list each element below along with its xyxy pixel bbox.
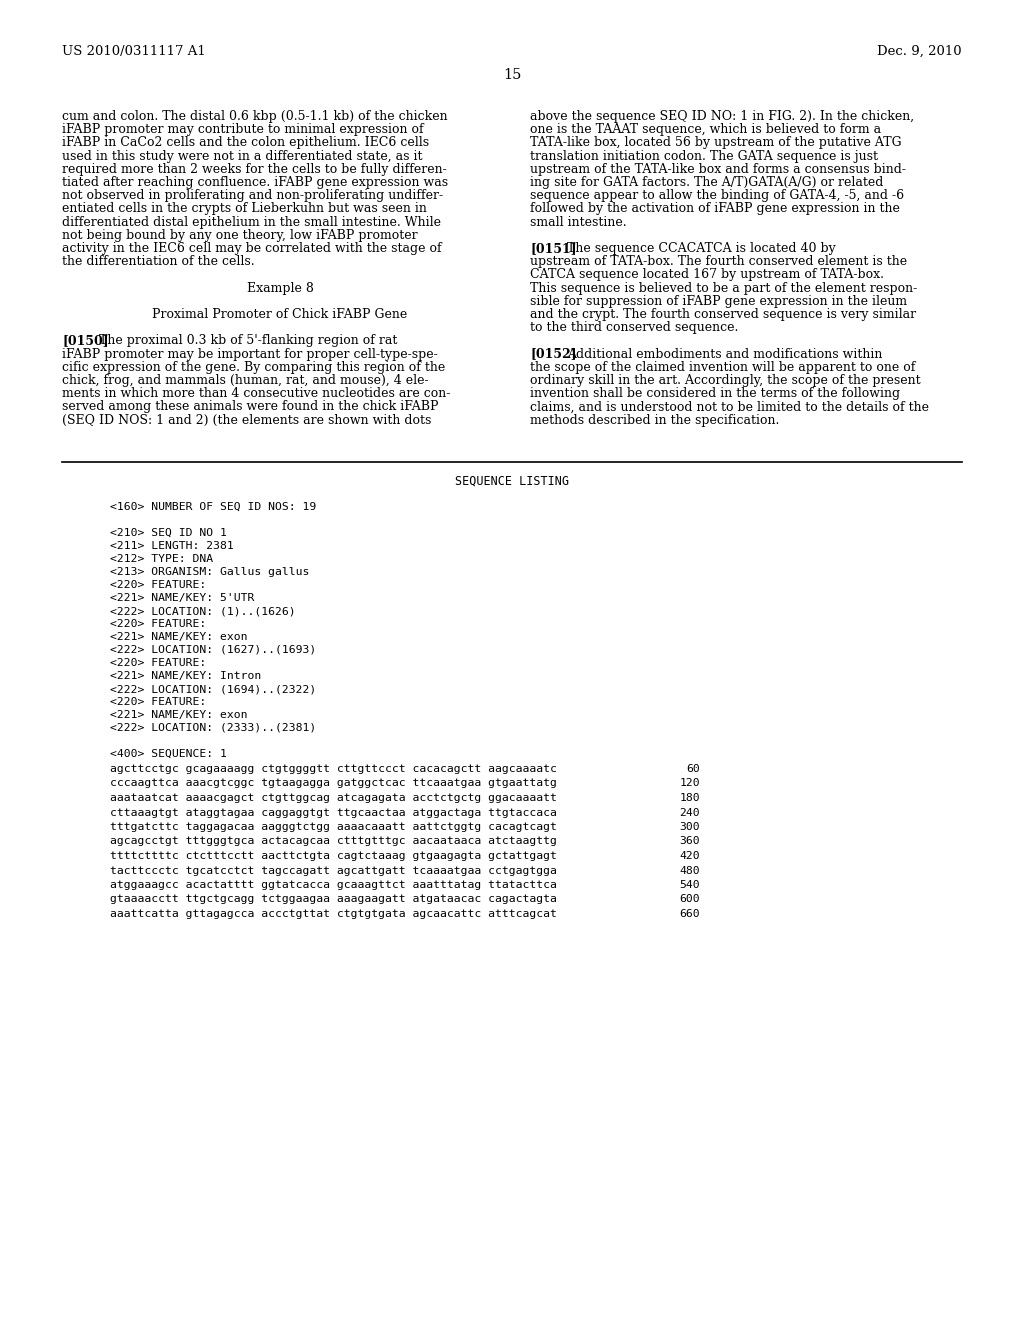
- Text: <220> FEATURE:: <220> FEATURE:: [110, 657, 206, 668]
- Text: ments in which more than 4 consecutive nucleotides are con-: ments in which more than 4 consecutive n…: [62, 387, 451, 400]
- Text: <400> SEQUENCE: 1: <400> SEQUENCE: 1: [110, 748, 227, 759]
- Text: Dec. 9, 2010: Dec. 9, 2010: [878, 45, 962, 58]
- Text: methods described in the specification.: methods described in the specification.: [530, 413, 779, 426]
- Text: the differentiation of the cells.: the differentiation of the cells.: [62, 255, 255, 268]
- Text: SEQUENCE LISTING: SEQUENCE LISTING: [455, 475, 569, 488]
- Text: 480: 480: [679, 866, 700, 875]
- Text: differentiated distal epithelium in the small intestine. While: differentiated distal epithelium in the …: [62, 215, 441, 228]
- Text: <222> LOCATION: (1)..(1626): <222> LOCATION: (1)..(1626): [110, 606, 296, 616]
- Text: ttttcttttc ctctttcctt aacttctgta cagtctaaag gtgaagagta gctattgagt: ttttcttttc ctctttcctt aacttctgta cagtcta…: [110, 851, 557, 861]
- Text: activity in the IEC6 cell may be correlated with the stage of: activity in the IEC6 cell may be correla…: [62, 242, 441, 255]
- Text: 420: 420: [679, 851, 700, 861]
- Text: Proximal Promoter of Chick iFABP Gene: Proximal Promoter of Chick iFABP Gene: [153, 308, 408, 321]
- Text: one is the TAAAT sequence, which is believed to form a: one is the TAAAT sequence, which is beli…: [530, 123, 881, 136]
- Text: translation initiation codon. The GATA sequence is just: translation initiation codon. The GATA s…: [530, 149, 878, 162]
- Text: invention shall be considered in the terms of the following: invention shall be considered in the ter…: [530, 387, 900, 400]
- Text: This sequence is believed to be a part of the element respon-: This sequence is believed to be a part o…: [530, 281, 918, 294]
- Text: [0151]: [0151]: [530, 242, 577, 255]
- Text: <222> LOCATION: (2333)..(2381): <222> LOCATION: (2333)..(2381): [110, 723, 316, 733]
- Text: followed by the activation of iFABP gene expression in the: followed by the activation of iFABP gene…: [530, 202, 900, 215]
- Text: 540: 540: [679, 880, 700, 890]
- Text: iFABP promoter may contribute to minimal expression of: iFABP promoter may contribute to minimal…: [62, 123, 424, 136]
- Text: cccaagttca aaacgtcggc tgtaagagga gatggctcac ttcaaatgaa gtgaattatg: cccaagttca aaacgtcggc tgtaagagga gatggct…: [110, 779, 557, 788]
- Text: 120: 120: [679, 779, 700, 788]
- Text: above the sequence SEQ ID NO: 1 in FIG. 2). In the chicken,: above the sequence SEQ ID NO: 1 in FIG. …: [530, 110, 914, 123]
- Text: sible for suppression of iFABP gene expression in the ileum: sible for suppression of iFABP gene expr…: [530, 294, 907, 308]
- Text: 600: 600: [679, 895, 700, 904]
- Text: the scope of the claimed invention will be apparent to one of: the scope of the claimed invention will …: [530, 360, 915, 374]
- Text: iFABP in CaCo2 cells and the colon epithelium. IEC6 cells: iFABP in CaCo2 cells and the colon epith…: [62, 136, 429, 149]
- Text: aaataatcat aaaacgagct ctgttggcag atcagagata acctctgctg ggacaaaatt: aaataatcat aaaacgagct ctgttggcag atcagag…: [110, 793, 557, 803]
- Text: tacttccctc tgcatcctct tagccagatt agcattgatt tcaaaatgaa cctgagtgga: tacttccctc tgcatcctct tagccagatt agcattg…: [110, 866, 557, 875]
- Text: atggaaagcc acactatttt ggtatcacca gcaaagttct aaatttatag ttatacttca: atggaaagcc acactatttt ggtatcacca gcaaagt…: [110, 880, 557, 890]
- Text: 240: 240: [679, 808, 700, 817]
- Text: not observed in proliferating and non-proliferating undiffer-: not observed in proliferating and non-pr…: [62, 189, 443, 202]
- Text: small intestine.: small intestine.: [530, 215, 627, 228]
- Text: <221> NAME/KEY: Intron: <221> NAME/KEY: Intron: [110, 671, 261, 681]
- Text: aaattcatta gttagagcca accctgttat ctgtgtgata agcaacattc atttcagcat: aaattcatta gttagagcca accctgttat ctgtgtg…: [110, 909, 557, 919]
- Text: required more than 2 weeks for the cells to be fully differen-: required more than 2 weeks for the cells…: [62, 162, 446, 176]
- Text: chick, frog, and mammals (human, rat, and mouse), 4 ele-: chick, frog, and mammals (human, rat, an…: [62, 374, 429, 387]
- Text: <222> LOCATION: (1694)..(2322): <222> LOCATION: (1694)..(2322): [110, 684, 316, 694]
- Text: cttaaagtgt ataggtagaa caggaggtgt ttgcaactaa atggactaga ttgtaccaca: cttaaagtgt ataggtagaa caggaggtgt ttgcaac…: [110, 808, 557, 817]
- Text: <160> NUMBER OF SEQ ID NOS: 19: <160> NUMBER OF SEQ ID NOS: 19: [110, 502, 316, 512]
- Text: <220> FEATURE:: <220> FEATURE:: [110, 619, 206, 630]
- Text: The sequence CCACATCA is located 40 by: The sequence CCACATCA is located 40 by: [567, 242, 836, 255]
- Text: 660: 660: [679, 909, 700, 919]
- Text: entiated cells in the crypts of Lieberkuhn but was seen in: entiated cells in the crypts of Lieberku…: [62, 202, 427, 215]
- Text: ordinary skill in the art. Accordingly, the scope of the present: ordinary skill in the art. Accordingly, …: [530, 374, 921, 387]
- Text: sequence appear to allow the binding of GATA-4, -5, and -6: sequence appear to allow the binding of …: [530, 189, 904, 202]
- Text: 180: 180: [679, 793, 700, 803]
- Text: 15: 15: [503, 69, 521, 82]
- Text: tiated after reaching confluence. iFABP gene expression was: tiated after reaching confluence. iFABP …: [62, 176, 449, 189]
- Text: agcttcctgc gcagaaaagg ctgtggggtt cttgttccct cacacagctt aagcaaaatc: agcttcctgc gcagaaaagg ctgtggggtt cttgttc…: [110, 764, 557, 774]
- Text: The proximal 0.3 kb of 5'-flanking region of rat: The proximal 0.3 kb of 5'-flanking regio…: [99, 334, 397, 347]
- Text: claims, and is understood not to be limited to the details of the: claims, and is understood not to be limi…: [530, 400, 929, 413]
- Text: [0152]: [0152]: [530, 347, 577, 360]
- Text: Example 8: Example 8: [247, 281, 313, 294]
- Text: <210> SEQ ID NO 1: <210> SEQ ID NO 1: [110, 528, 227, 539]
- Text: gtaaaacctt ttgctgcagg tctggaagaa aaagaagatt atgataacac cagactagta: gtaaaacctt ttgctgcagg tctggaagaa aaagaag…: [110, 895, 557, 904]
- Text: <221> NAME/KEY: exon: <221> NAME/KEY: exon: [110, 710, 248, 719]
- Text: Additional embodiments and modifications within: Additional embodiments and modifications…: [567, 347, 883, 360]
- Text: cum and colon. The distal 0.6 kbp (0.5-1.1 kb) of the chicken: cum and colon. The distal 0.6 kbp (0.5-1…: [62, 110, 447, 123]
- Text: tttgatcttc taggagacaa aagggtctgg aaaacaaatt aattctggtg cacagtcagt: tttgatcttc taggagacaa aagggtctgg aaaacaa…: [110, 822, 557, 832]
- Text: CATCA sequence located 167 by upstream of TATA-box.: CATCA sequence located 167 by upstream o…: [530, 268, 884, 281]
- Text: <213> ORGANISM: Gallus gallus: <213> ORGANISM: Gallus gallus: [110, 568, 309, 577]
- Text: 60: 60: [686, 764, 700, 774]
- Text: (SEQ ID NOS: 1 and 2) (the elements are shown with dots: (SEQ ID NOS: 1 and 2) (the elements are …: [62, 413, 431, 426]
- Text: served among these animals were found in the chick iFABP: served among these animals were found in…: [62, 400, 438, 413]
- Text: 360: 360: [679, 837, 700, 846]
- Text: used in this study were not in a differentiated state, as it: used in this study were not in a differe…: [62, 149, 423, 162]
- Text: to the third conserved sequence.: to the third conserved sequence.: [530, 321, 738, 334]
- Text: not being bound by any one theory, low iFABP promoter: not being bound by any one theory, low i…: [62, 228, 418, 242]
- Text: cific expression of the gene. By comparing this region of the: cific expression of the gene. By compari…: [62, 360, 445, 374]
- Text: <221> NAME/KEY: exon: <221> NAME/KEY: exon: [110, 632, 248, 642]
- Text: TATA-like box, located 56 by upstream of the putative ATG: TATA-like box, located 56 by upstream of…: [530, 136, 901, 149]
- Text: 300: 300: [679, 822, 700, 832]
- Text: <212> TYPE: DNA: <212> TYPE: DNA: [110, 554, 213, 564]
- Text: <222> LOCATION: (1627)..(1693): <222> LOCATION: (1627)..(1693): [110, 645, 316, 655]
- Text: <211> LENGTH: 2381: <211> LENGTH: 2381: [110, 541, 233, 550]
- Text: [0150]: [0150]: [62, 334, 109, 347]
- Text: <220> FEATURE:: <220> FEATURE:: [110, 697, 206, 708]
- Text: ing site for GATA factors. The A/T)GATA(A/G) or related: ing site for GATA factors. The A/T)GATA(…: [530, 176, 884, 189]
- Text: <220> FEATURE:: <220> FEATURE:: [110, 579, 206, 590]
- Text: iFABP promoter may be important for proper cell-type-spe-: iFABP promoter may be important for prop…: [62, 347, 437, 360]
- Text: and the crypt. The fourth conserved sequence is very similar: and the crypt. The fourth conserved sequ…: [530, 308, 916, 321]
- Text: upstream of the TATA-like box and forms a consensus bind-: upstream of the TATA-like box and forms …: [530, 162, 906, 176]
- Text: agcagcctgt tttgggtgca actacagcaa ctttgtttgc aacaataaca atctaagttg: agcagcctgt tttgggtgca actacagcaa ctttgtt…: [110, 837, 557, 846]
- Text: US 2010/0311117 A1: US 2010/0311117 A1: [62, 45, 206, 58]
- Text: upstream of TATA-box. The fourth conserved element is the: upstream of TATA-box. The fourth conserv…: [530, 255, 907, 268]
- Text: <221> NAME/KEY: 5'UTR: <221> NAME/KEY: 5'UTR: [110, 593, 254, 603]
